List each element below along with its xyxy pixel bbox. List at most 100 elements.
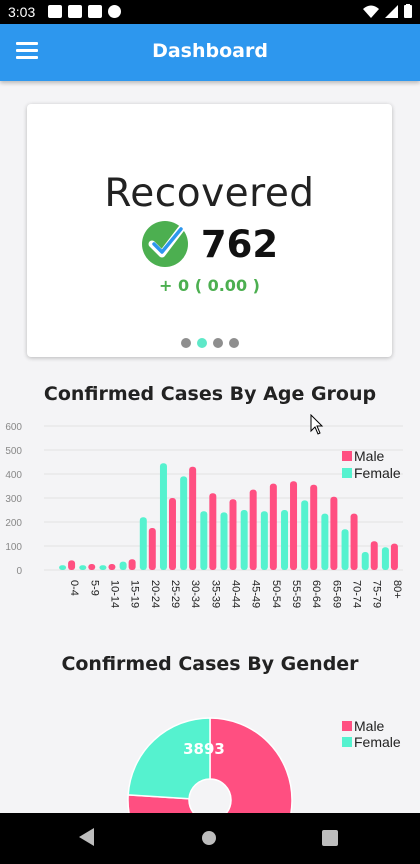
- legend-swatch: [342, 451, 352, 461]
- app-bar: Dashboard: [0, 24, 420, 81]
- male-bar[interactable]: [370, 541, 378, 570]
- legend-label: Female: [354, 465, 401, 481]
- male-bar[interactable]: [249, 489, 257, 570]
- signal-icon: [385, 4, 398, 18]
- check-circle-icon: [141, 221, 188, 267]
- y-tick-label: 500: [5, 446, 22, 457]
- system-nav-bar: [0, 813, 420, 864]
- female-bar[interactable]: [220, 512, 228, 570]
- x-tick-label: 35-39: [209, 580, 221, 608]
- pie-slice-female[interactable]: [127, 717, 211, 800]
- home-icon[interactable]: [202, 831, 216, 845]
- y-tick-label: 400: [5, 470, 22, 481]
- legend-label: Male: [354, 718, 385, 734]
- female-bar[interactable]: [281, 510, 289, 570]
- x-tick-label: 80+: [391, 580, 403, 599]
- y-tick-label: 300: [5, 494, 22, 505]
- summary-count: 762: [200, 222, 279, 266]
- status-time: 3:03: [8, 4, 36, 20]
- app-notification-icon: [68, 5, 82, 18]
- hamburger-menu-icon[interactable]: [16, 42, 38, 60]
- female-bar[interactable]: [200, 511, 208, 570]
- carousel-indicator: [27, 338, 392, 348]
- female-bar[interactable]: [159, 463, 167, 570]
- carousel-dot[interactable]: [180, 338, 191, 348]
- battery-icon: [404, 4, 412, 18]
- male-bar[interactable]: [390, 543, 398, 570]
- recent-apps-icon[interactable]: [322, 830, 338, 846]
- age-chart-title: Confirmed Cases By Age Group: [43, 383, 377, 405]
- female-bar[interactable]: [341, 529, 349, 570]
- female-bar[interactable]: [240, 510, 248, 570]
- legend-label: Male: [354, 448, 385, 464]
- x-tick-label: 10-14: [108, 580, 120, 608]
- x-tick-label: 50-54: [270, 580, 282, 608]
- female-bar[interactable]: [99, 565, 107, 570]
- y-tick-label: 600: [5, 422, 22, 433]
- x-tick-label: 45-49: [250, 580, 262, 608]
- gmail-icon: [48, 5, 62, 18]
- female-bar[interactable]: [381, 547, 389, 570]
- legend-swatch: [342, 468, 352, 478]
- male-bar[interactable]: [350, 513, 358, 570]
- summary-count-row: 762: [27, 220, 392, 268]
- male-bar[interactable]: [68, 560, 76, 570]
- x-tick-label: 65-69: [330, 580, 342, 608]
- x-tick-label: 55-59: [290, 580, 302, 608]
- male-bar[interactable]: [290, 481, 298, 570]
- gender-chart-title: Confirmed Cases By Gender: [61, 653, 359, 675]
- x-tick-label: 70-74: [351, 580, 363, 608]
- legend-swatch: [342, 737, 352, 747]
- female-bar[interactable]: [119, 561, 127, 570]
- summary-delta: + 0 ( 0.00 ): [159, 276, 260, 295]
- male-bar[interactable]: [229, 499, 237, 570]
- female-bar[interactable]: [180, 476, 188, 570]
- female-bar[interactable]: [361, 552, 369, 570]
- male-bar[interactable]: [269, 483, 277, 570]
- carousel-dot-active[interactable]: [196, 338, 207, 348]
- sync-icon: [108, 5, 121, 18]
- female-bar[interactable]: [301, 500, 309, 570]
- male-bar[interactable]: [108, 564, 116, 570]
- male-bar[interactable]: [310, 484, 318, 570]
- legend-swatch: [342, 721, 352, 731]
- male-bar[interactable]: [128, 559, 136, 570]
- male-bar[interactable]: [209, 493, 217, 570]
- back-icon[interactable]: [79, 828, 94, 846]
- x-tick-label: 30-34: [189, 580, 201, 608]
- male-bar[interactable]: [88, 564, 96, 570]
- x-tick-label: 0-4: [68, 580, 80, 596]
- male-bar[interactable]: [330, 496, 338, 570]
- x-tick-label: 40-44: [230, 580, 242, 608]
- x-tick-label: 75-79: [371, 580, 383, 608]
- wifi-icon: [363, 5, 379, 18]
- pie-data-label: 3893: [183, 740, 225, 758]
- female-bar[interactable]: [139, 517, 147, 570]
- notification-icons: [48, 5, 121, 18]
- male-bar[interactable]: [148, 528, 156, 570]
- carousel-dot[interactable]: [228, 338, 239, 348]
- female-bar[interactable]: [59, 565, 67, 570]
- x-tick-label: 5-9: [88, 580, 100, 596]
- x-tick-label: 15-19: [129, 580, 141, 608]
- female-bar[interactable]: [79, 565, 87, 570]
- female-bar[interactable]: [260, 511, 268, 570]
- gmail-icon: [88, 5, 102, 18]
- mouse-cursor-icon: [310, 414, 324, 435]
- summary-card[interactable]: Recovered 762 + 0 ( 0.00 ): [27, 104, 392, 357]
- age-group-bar-chart: 0 100 200 300 400 500 600 0-4 5-9 10-14 15-19 20-24…: [5, 422, 403, 608]
- summary-label: Recovered: [104, 171, 315, 216]
- legend-label: Female: [354, 734, 401, 750]
- x-tick-label: 20-24: [149, 580, 161, 608]
- male-bar[interactable]: [189, 466, 197, 570]
- status-bar: 3:03: [0, 0, 420, 24]
- system-icons: [363, 4, 412, 18]
- y-tick-label: 0: [16, 566, 22, 577]
- carousel-dot[interactable]: [212, 338, 223, 348]
- page-title: Dashboard: [152, 40, 268, 62]
- male-bar[interactable]: [168, 498, 176, 570]
- y-tick-label: 200: [5, 518, 22, 529]
- female-bar[interactable]: [321, 513, 329, 570]
- x-tick-label: 25-29: [169, 580, 181, 608]
